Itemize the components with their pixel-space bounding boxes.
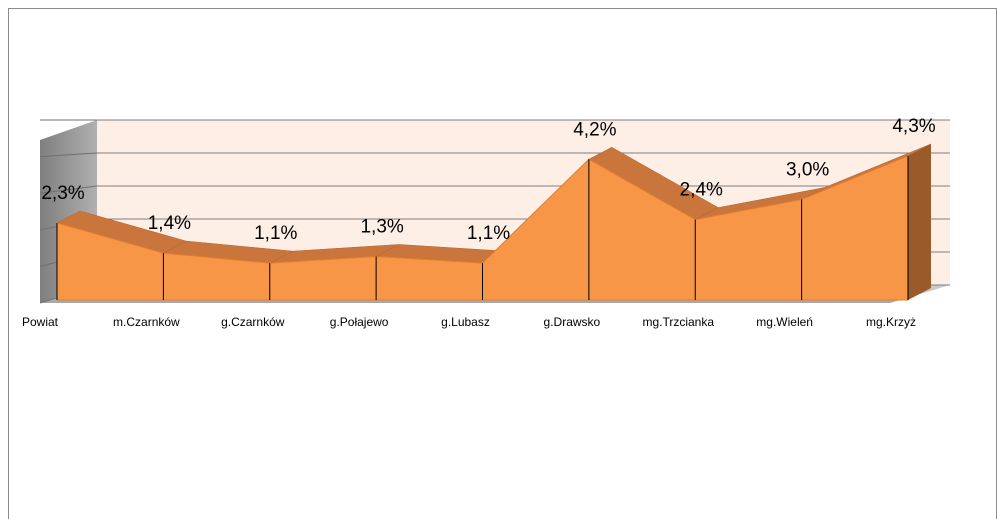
x-tick-label: Powiat: [22, 315, 59, 329]
x-tick-label: g.Połajewo: [330, 315, 389, 329]
x-tick-label: g.Lubasz: [441, 315, 490, 329]
x-tick-label: g.Drawsko: [544, 315, 601, 329]
x-tick-label: g.Czarnków: [221, 315, 285, 329]
value-label: 2,3%: [41, 183, 84, 204]
grid-line-side: [39, 152, 98, 158]
value-label: 1,1%: [254, 223, 297, 244]
value-label: 4,3%: [892, 116, 935, 137]
x-tick-label: m.Czarnków: [113, 315, 180, 329]
value-label: 1,4%: [148, 213, 191, 234]
value-label: 2,4%: [680, 180, 723, 201]
grid-line-side: [39, 185, 98, 194]
value-label: 1,3%: [360, 216, 403, 237]
value-label: 4,2%: [573, 119, 616, 140]
x-tick-label: mg.Wieleń: [756, 315, 813, 329]
area-end: [908, 143, 931, 300]
value-label: 3,0%: [786, 160, 829, 181]
value-label: 1,1%: [467, 223, 510, 244]
x-tick-label: mg.Krzyż: [866, 315, 916, 329]
x-tick-label: mg.Trzcianka: [642, 315, 714, 329]
